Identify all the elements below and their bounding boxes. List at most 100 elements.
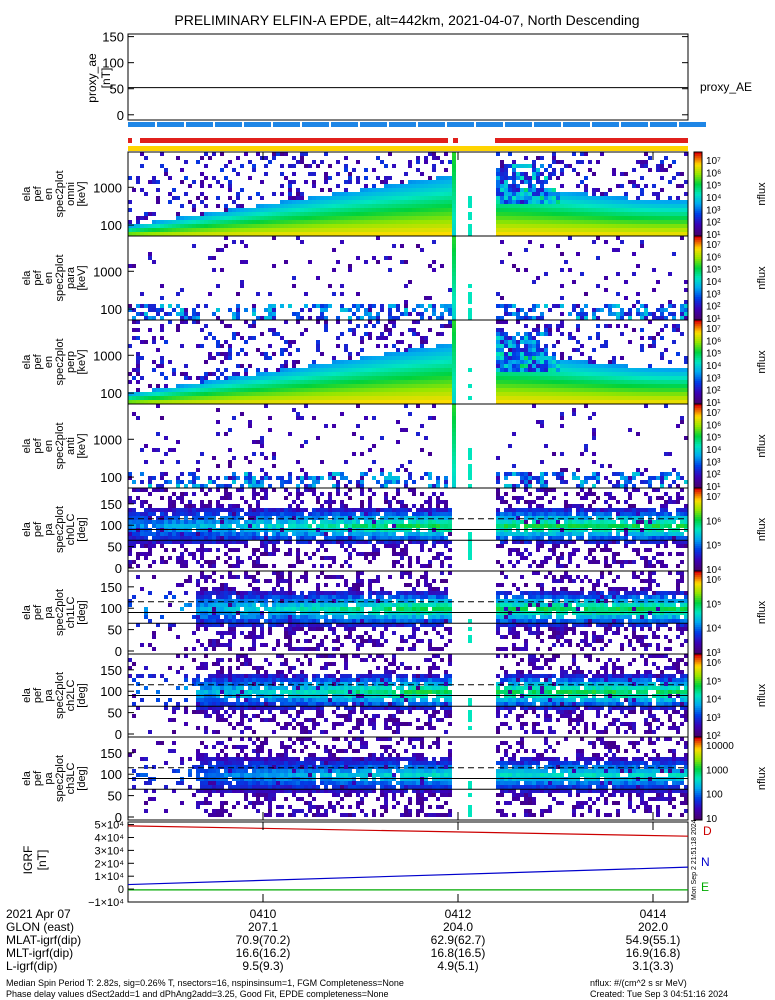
spectrogram-cell	[452, 452, 456, 456]
spectrogram-cell	[636, 200, 640, 204]
spectrogram-cell	[192, 312, 196, 316]
spectrogram-cell	[576, 160, 580, 164]
spectrogram-cell	[256, 212, 260, 216]
spectrogram-cell	[392, 192, 396, 196]
spectrogram-cell	[436, 220, 440, 224]
spectrogram-cell	[520, 340, 524, 344]
spectrogram-cell	[596, 400, 600, 404]
spectrogram-cell	[416, 384, 420, 388]
spectrogram-cell	[192, 388, 196, 392]
proxy-ae-tick-label: 50	[110, 82, 124, 97]
spectrogram-cell	[372, 396, 376, 400]
spectrogram-cell	[200, 552, 204, 556]
spectrogram-cell	[244, 480, 248, 484]
spectrogram-cell	[532, 340, 536, 344]
spectrogram-cell	[664, 472, 668, 476]
spectrogram-cell	[680, 200, 684, 204]
spectrogram-cell	[676, 328, 680, 332]
spectrogram-cell	[680, 172, 684, 176]
spectrogram-cell	[296, 548, 300, 552]
spectrogram-cell	[312, 180, 316, 184]
spectrogram-cell	[324, 152, 328, 156]
spectrogram-cell	[632, 384, 636, 388]
spectrogram-cell	[440, 384, 444, 388]
spectrogram-cell	[384, 188, 388, 192]
spectrogram-cell	[368, 336, 372, 340]
spectrogram-cell	[620, 332, 624, 336]
spectrogram-cell	[364, 384, 368, 388]
spectrogram-cell	[160, 316, 164, 320]
spectrogram-cell	[164, 488, 168, 492]
spectrogram-cell	[536, 220, 540, 224]
spectrogram-cell	[408, 376, 412, 380]
spectrogram-cell	[252, 532, 256, 536]
spectrogram-cell	[432, 416, 436, 420]
spectrogram-cell	[276, 368, 280, 372]
spectrogram-cell	[232, 200, 236, 204]
spectrogram-cell	[220, 220, 224, 224]
spectrogram-cell	[328, 512, 332, 516]
spectrogram-cell	[312, 216, 316, 220]
spectrogram-cell	[336, 380, 340, 384]
spectrogram-cell	[504, 220, 508, 224]
spectrogram-cell	[616, 392, 620, 396]
spectrogram-cell	[572, 304, 576, 308]
spectrogram-cell	[580, 400, 584, 404]
spectrogram-cell	[168, 228, 172, 232]
spectrogram-cell	[680, 208, 684, 212]
spectrogram-cell	[332, 192, 336, 196]
spectrogram-cell	[352, 200, 356, 204]
spectrogram-cell	[288, 352, 292, 356]
spectrogram-cell	[244, 152, 248, 156]
spectrogram-cell	[280, 520, 284, 524]
spectrogram-cell	[516, 368, 520, 372]
spectrogram-cell	[156, 448, 160, 452]
spectrogram-cell	[624, 232, 628, 236]
spectrogram-cell	[336, 160, 340, 164]
spectrogram-cell	[444, 384, 448, 388]
spectrogram-cell	[136, 536, 140, 540]
spectrogram-cell	[156, 384, 160, 388]
spectrogram-cell	[540, 180, 544, 184]
spectrogram-cell	[304, 516, 308, 520]
spectrogram-cell	[312, 520, 316, 524]
spectrogram-cell	[572, 400, 576, 404]
spectrogram-cell	[436, 384, 440, 388]
spectrogram-cell	[344, 504, 348, 508]
spectrogram-cell	[660, 336, 664, 340]
spectrogram-cell	[212, 224, 216, 228]
colorbar-step	[694, 332, 702, 336]
spectrogram-cell	[332, 368, 336, 372]
spectrogram-cell	[428, 396, 432, 400]
spectrogram-cell	[248, 388, 252, 392]
spectrogram-cell	[528, 352, 532, 356]
spectrogram-cell	[352, 312, 356, 316]
spectrogram-cell	[508, 176, 512, 180]
spectrogram-cell	[224, 508, 228, 512]
spectrogram-cell	[248, 220, 252, 224]
spectrogram-cell	[668, 312, 672, 316]
spectrogram-cell	[580, 380, 584, 384]
spectrogram-cell	[656, 376, 660, 380]
spectrogram-cell	[180, 544, 184, 548]
spectrogram-cell	[644, 200, 648, 204]
spectrogram-cell	[652, 224, 656, 228]
spectrogram-cell	[656, 208, 660, 212]
spectrogram-cell	[312, 392, 316, 396]
spectrogram-cell	[276, 536, 280, 540]
spectrogram-cell	[340, 544, 344, 548]
spectrogram-cell	[660, 160, 664, 164]
spectrogram-cell	[328, 176, 332, 180]
spectrogram-cell	[372, 196, 376, 200]
spectrogram-cell	[604, 224, 608, 228]
spectrogram-cell	[328, 564, 332, 568]
spectrogram-cell	[580, 372, 584, 376]
spectrogram-cell	[528, 196, 532, 200]
spectrogram-cell	[324, 180, 328, 184]
spectrogram-cell	[376, 360, 380, 364]
spectrogram-cell	[176, 520, 180, 524]
spectrogram-cell	[408, 460, 412, 464]
spectrogram-cell	[268, 344, 272, 348]
spectrogram-cell	[588, 392, 592, 396]
spectrogram-cell	[648, 476, 652, 480]
